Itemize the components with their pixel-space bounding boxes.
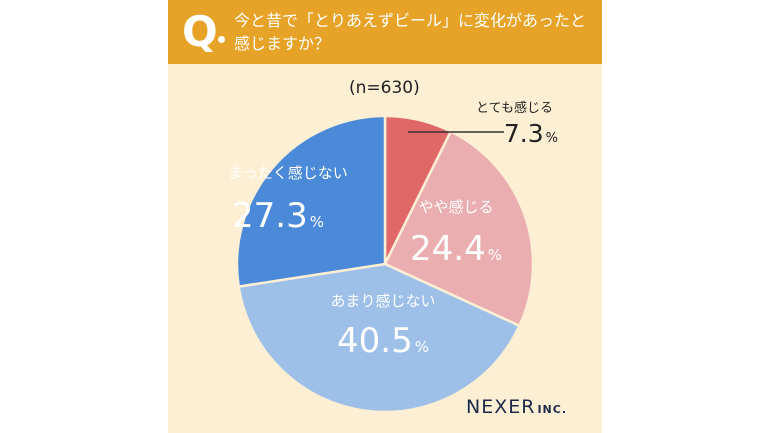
- pie-slice: [383, 129, 535, 328]
- slice-value: 24.4%: [410, 229, 502, 269]
- pie-chart: やや感じる 24.4 % あまり感じない 40.5 % まったく感じない 27.3 % とても感じ…: [228, 100, 558, 414]
- slice-value: 27.3%: [232, 196, 324, 236]
- sample-size-label: (n=630): [349, 78, 420, 98]
- brand-name: NEXER: [466, 396, 536, 418]
- pie-slice: [235, 114, 387, 289]
- slice-label: とても感じる: [476, 100, 553, 116]
- slice-value: 40.5%: [337, 321, 429, 361]
- question-text: 今と昔で「とりあえずビール」に変化があったと感じますか？: [234, 11, 587, 53]
- slice-value: 7.3%: [504, 119, 558, 148]
- question-mark-dot: [218, 36, 225, 43]
- question-mark: Q: [182, 7, 218, 56]
- slice-label: あまり感じない: [330, 292, 435, 310]
- brand-logo: NEXER INC.: [466, 396, 567, 418]
- survey-card: Q 今と昔で「とりあえずビール」に変化があったと感じますか？ (n=630) や…: [168, 0, 602, 433]
- brand-suffix: INC.: [537, 403, 568, 416]
- pie-slice: [237, 262, 522, 414]
- slice-label: やや感じる: [418, 198, 493, 216]
- question-header: Q 今と昔で「とりあえずビール」に変化があったと感じますか？: [168, 0, 602, 64]
- slice-label: まったく感じない: [228, 164, 347, 182]
